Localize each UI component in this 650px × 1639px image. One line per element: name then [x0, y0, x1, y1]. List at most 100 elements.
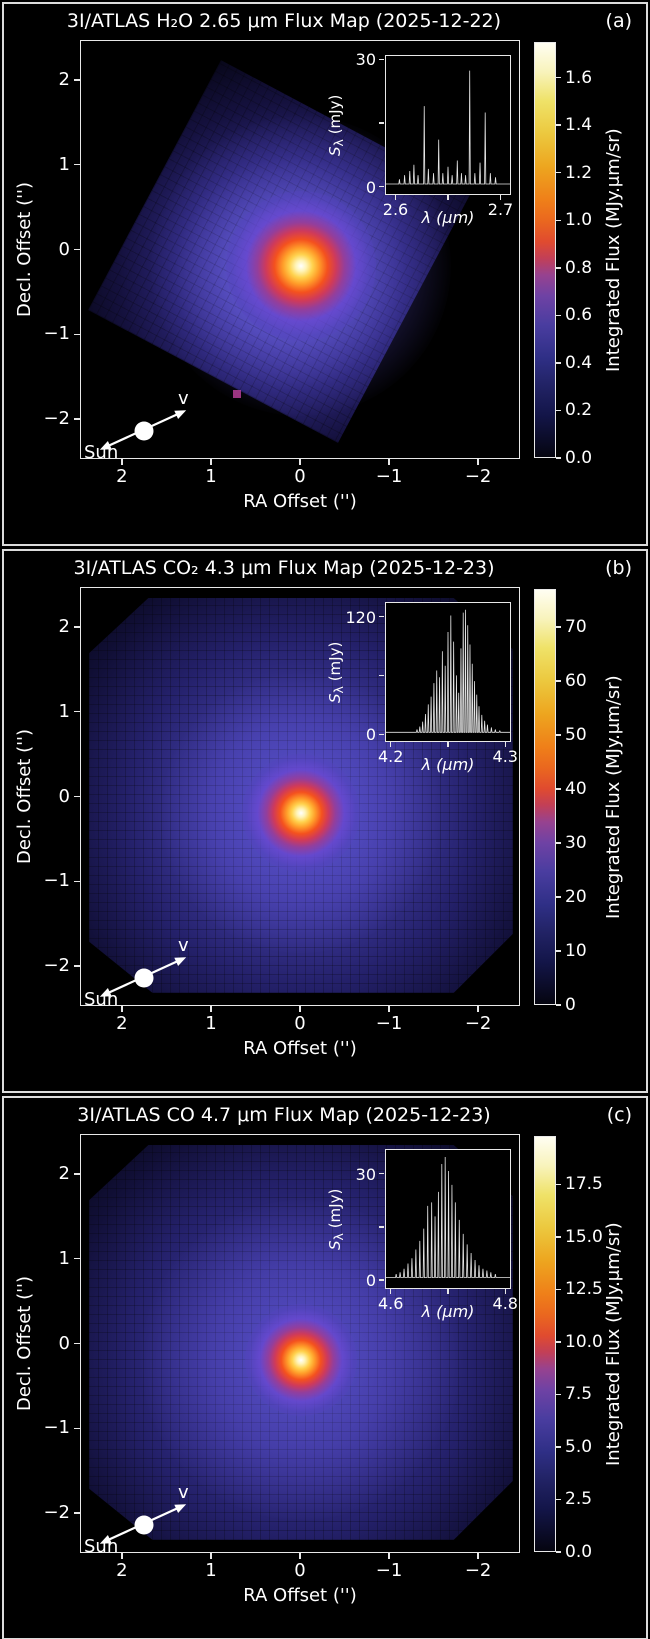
spectrum-inset	[385, 602, 511, 742]
colorbar-tick-label: 1.2	[565, 162, 593, 183]
velocity-label: v	[178, 935, 189, 956]
colorbar-tick	[556, 171, 561, 174]
inset-y-tick-label: 30	[355, 1164, 376, 1184]
colorbar-tick	[556, 1288, 561, 1291]
colorbar-tick	[556, 1236, 561, 1238]
colorbar-tick-label: 7.5	[565, 1384, 593, 1405]
colorbar-tick	[556, 734, 561, 736]
y-axis-tick-label: 2	[58, 68, 70, 90]
y-axis-tick	[74, 626, 80, 628]
x-axis-tick-label: 2	[116, 466, 128, 487]
colorbar-tick-label: 12.5	[565, 1279, 603, 1300]
colorbar-label: Integrated Flux (MJy.μm/sr)	[603, 128, 624, 372]
spectrum-inset	[385, 55, 511, 195]
x-axis-tick	[388, 1553, 390, 1559]
panel-corner-label: (a)	[605, 10, 632, 32]
inset-y-tick-label: 0	[365, 725, 376, 745]
sun-velocity-arrows	[99, 410, 187, 450]
colorbar	[534, 589, 556, 1005]
colorbar-tick	[556, 788, 561, 790]
sun-arrowhead-icon	[99, 1535, 112, 1544]
y-axis-tick-label: −1	[43, 1417, 70, 1439]
x-axis-tick-label: −1	[375, 1013, 403, 1034]
x-axis-tick-label: 0	[294, 1560, 306, 1581]
inset-y-tick	[379, 674, 384, 677]
panel-corner-label: (b)	[605, 557, 632, 579]
inset-x-tick	[447, 1289, 449, 1294]
y-axis-tick	[74, 1257, 80, 1260]
x-axis-tick	[477, 1006, 479, 1012]
colorbar-tick-label: 0.0	[565, 448, 593, 468]
inset-x-tick-label: 4.3	[492, 747, 518, 766]
colorbar-tick	[556, 76, 561, 79]
flux-map-panel-a: 3I/ATLAS H₂O 2.65 μm Flux Map (2025-12-2…	[2, 2, 648, 546]
colorbar-tick	[556, 680, 561, 682]
colorbar-tick-label: 0.8	[565, 257, 593, 278]
y-axis-tick	[74, 1342, 80, 1345]
x-axis-tick	[121, 459, 123, 465]
colorbar-tick	[556, 950, 561, 952]
inset-y-tick	[379, 185, 384, 188]
inset-x-axis-label: λ (μm)	[421, 208, 475, 227]
y-axis-tick-label: −2	[43, 408, 70, 430]
colorbar-tick-label: 60	[565, 670, 587, 691]
x-axis-tick	[388, 1006, 390, 1012]
x-axis-tick-label: 2	[116, 1013, 128, 1034]
x-axis-tick-label: 0	[294, 1013, 306, 1034]
flux-map-panel-b: 3I/ATLAS CO₂ 4.3 μm Flux Map (2025-12-23…	[2, 549, 648, 1093]
velocity-arrowhead-icon	[174, 957, 187, 966]
y-axis-tick-label: 0	[58, 238, 70, 260]
inset-x-tick	[390, 742, 392, 747]
y-axis-tick	[74, 418, 80, 420]
inset-x-tick	[504, 742, 506, 747]
colorbar-tick	[556, 267, 561, 269]
inset-y-tick-label: 120	[345, 607, 376, 627]
colorbar-tick-label: 1.6	[565, 67, 593, 88]
x-axis-label: RA Offset ('')	[243, 1038, 357, 1059]
inset-x-tick	[447, 742, 449, 747]
colorbar-tick-label: 17.5	[565, 1174, 603, 1195]
colorbar-tick	[556, 314, 561, 317]
colorbar-tick	[556, 1004, 561, 1006]
y-axis-tick	[74, 1512, 80, 1514]
inset-y-tick	[379, 733, 384, 735]
x-axis-label: RA Offset ('')	[243, 1585, 357, 1606]
x-axis-tick	[210, 1553, 212, 1559]
colorbar-tick	[556, 1341, 561, 1343]
x-axis-tick-label: 0	[294, 466, 306, 487]
y-axis-tick	[74, 965, 80, 967]
y-axis-tick	[74, 1173, 80, 1175]
inset-x-tick-label: 4.2	[377, 747, 404, 766]
inset-y-tick-label: 0	[365, 1271, 376, 1291]
colorbar-tick-label: 1.4	[565, 115, 593, 136]
inset-x-tick	[504, 1289, 506, 1294]
colorbar-tick-label: 40	[565, 778, 587, 799]
flux-map-panel-c: 3I/ATLAS CO 4.7 μm Flux Map (2025-12-23)…	[2, 1096, 648, 1639]
spectrum-inset	[385, 1149, 511, 1289]
sun-label: Sun	[84, 1536, 119, 1557]
comet-nucleus-marker	[134, 1515, 154, 1535]
sun-velocity-arrows	[99, 1504, 187, 1544]
y-axis-tick-label: −1	[43, 870, 70, 892]
velocity-label: v	[178, 388, 189, 409]
y-axis-tick-label: 0	[58, 785, 70, 807]
y-axis-tick	[74, 795, 80, 798]
panel-title: 3I/ATLAS CO₂ 4.3 μm Flux Map (2025-12-23…	[73, 557, 495, 579]
colorbar-tick-label: 10.0	[565, 1331, 603, 1352]
colorbar	[534, 42, 556, 458]
inset-y-tick	[379, 58, 384, 60]
x-axis-tick-label: 1	[205, 466, 217, 487]
inset-y-tick-label: 0	[365, 177, 376, 197]
colorbar-tick-label: 5.0	[565, 1436, 593, 1457]
colorbar-tick	[556, 124, 561, 126]
y-axis-tick	[74, 79, 80, 81]
y-axis-tick-label: −2	[43, 955, 70, 977]
colorbar-tick-label: 0	[565, 995, 576, 1015]
colorbar-tick	[556, 219, 561, 222]
y-axis-tick-label: 1	[58, 1247, 70, 1269]
colorbar-tick	[556, 1551, 561, 1553]
x-axis-tick-label: 1	[205, 1560, 217, 1581]
comet-nucleus-marker	[134, 968, 154, 988]
y-axis-tick	[74, 1427, 80, 1430]
